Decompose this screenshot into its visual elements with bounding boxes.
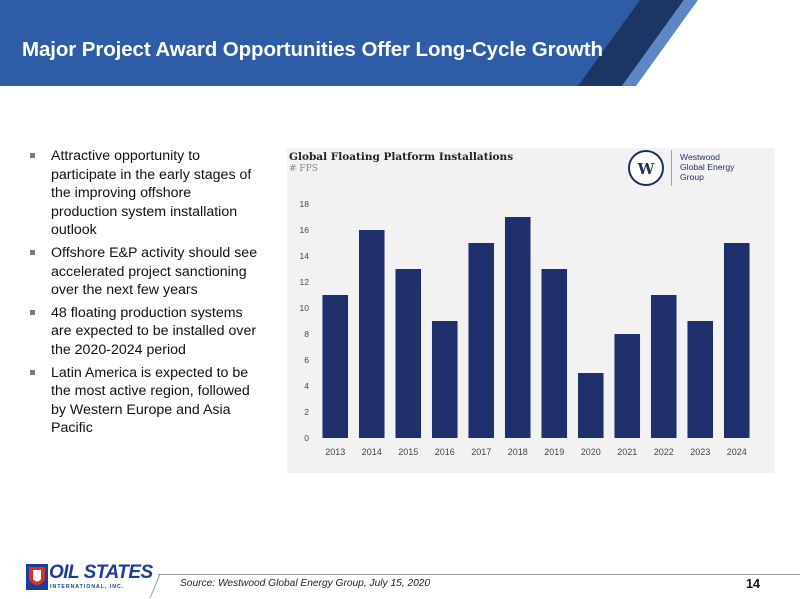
bar-2018 bbox=[504, 217, 531, 438]
y-tick-label: 14 bbox=[300, 251, 310, 261]
x-tick-label: 2022 bbox=[654, 447, 674, 457]
x-tick-label: 2019 bbox=[544, 447, 564, 457]
header-dark-stripe bbox=[578, 0, 684, 86]
bar-2022 bbox=[650, 295, 677, 438]
bullet-item: Latin America is expected to be the most… bbox=[28, 364, 260, 438]
header-light-stripe bbox=[622, 0, 698, 86]
oil-states-emblem-icon bbox=[26, 564, 48, 590]
header-main-band bbox=[0, 0, 660, 86]
bullet-square-icon bbox=[30, 309, 35, 315]
bar-2013 bbox=[322, 295, 349, 438]
bar-2015 bbox=[395, 269, 422, 438]
header-banner bbox=[0, 0, 800, 86]
bar-2019 bbox=[541, 269, 568, 438]
bullet-list: Attractive opportunity to participate in… bbox=[28, 147, 260, 442]
y-tick-label: 10 bbox=[300, 303, 310, 313]
y-tick-label: 8 bbox=[304, 329, 309, 339]
slide-title: Major Project Award Opportunities Offer … bbox=[22, 38, 603, 61]
bullet-square-icon bbox=[30, 153, 35, 158]
x-tick-label: 2016 bbox=[435, 447, 455, 457]
chart-subtitle: # FPS bbox=[289, 164, 318, 174]
bullet-item: Attractive opportunity to participate in… bbox=[28, 147, 260, 240]
bar-2016 bbox=[431, 321, 458, 438]
bullet-item: Offshore E&P activity should see acceler… bbox=[28, 244, 260, 300]
chart-title: Global Floating Platform Installations bbox=[289, 151, 514, 163]
y-tick-label: 2 bbox=[304, 407, 309, 417]
bar-2020 bbox=[577, 373, 604, 438]
bar-2017 bbox=[468, 243, 495, 438]
bullet-item: 48 floating production systems are expec… bbox=[28, 304, 260, 360]
x-tick-label: 2018 bbox=[508, 447, 528, 457]
y-tick-label: 12 bbox=[300, 277, 310, 287]
x-tick-label: 2014 bbox=[362, 447, 382, 457]
westwood-mark: W bbox=[637, 160, 655, 178]
y-tick-label: 6 bbox=[304, 355, 309, 365]
bullet-square-icon bbox=[30, 369, 35, 375]
bullet-text: 48 floating production systems are expec… bbox=[51, 304, 257, 358]
bar-chart: 0 2 4 6 8 10 12 14 16 18 2013 2014 2015 2016 2017 2018 2… bbox=[300, 199, 750, 457]
westwood-logo: W Westwood Global Energy Group bbox=[626, 148, 736, 188]
westwood-circle-icon: W bbox=[628, 150, 664, 186]
bullet-text: Latin America is expected to be the most… bbox=[51, 364, 250, 437]
x-tick-label: 2017 bbox=[471, 447, 491, 457]
footer-rule bbox=[158, 574, 800, 575]
company-name: OIL STATES bbox=[49, 562, 153, 583]
bullet-square-icon bbox=[30, 249, 35, 255]
page-number: 14 bbox=[746, 577, 760, 591]
bullet-text: Attractive opportunity to participate in… bbox=[51, 148, 252, 239]
x-tick-label: 2024 bbox=[727, 447, 747, 457]
y-tick-label: 0 bbox=[304, 433, 309, 443]
y-tick-label: 16 bbox=[300, 225, 310, 235]
x-tick-label: 2021 bbox=[617, 447, 637, 457]
company-subtitle: INTERNATIONAL, INC. bbox=[50, 584, 125, 590]
bar-2023 bbox=[687, 321, 714, 438]
x-tick-label: 2015 bbox=[398, 447, 418, 457]
y-tick-label: 18 bbox=[300, 199, 310, 209]
bar-2014 bbox=[358, 230, 385, 438]
y-tick-label: 4 bbox=[304, 381, 309, 391]
bar-2024 bbox=[723, 243, 750, 438]
x-tick-label: 2023 bbox=[690, 447, 710, 457]
slide-header: Major Project Award Opportunities Offer … bbox=[0, 0, 800, 86]
footer-slash bbox=[150, 574, 161, 598]
source-note: Source: Westwood Global Energy Group, Ju… bbox=[180, 578, 431, 589]
bullet-text: Offshore E&P activity should see acceler… bbox=[51, 244, 258, 299]
x-tick-label: 2013 bbox=[325, 447, 345, 457]
westwood-logo-text: Westwood Global Energy Group bbox=[680, 152, 735, 182]
x-tick-label: 2020 bbox=[581, 447, 601, 457]
oil-states-logo: OIL STATES INTERNATIONAL, INC. bbox=[25, 560, 153, 594]
bar-2021 bbox=[614, 334, 641, 438]
logo-divider bbox=[671, 150, 672, 186]
